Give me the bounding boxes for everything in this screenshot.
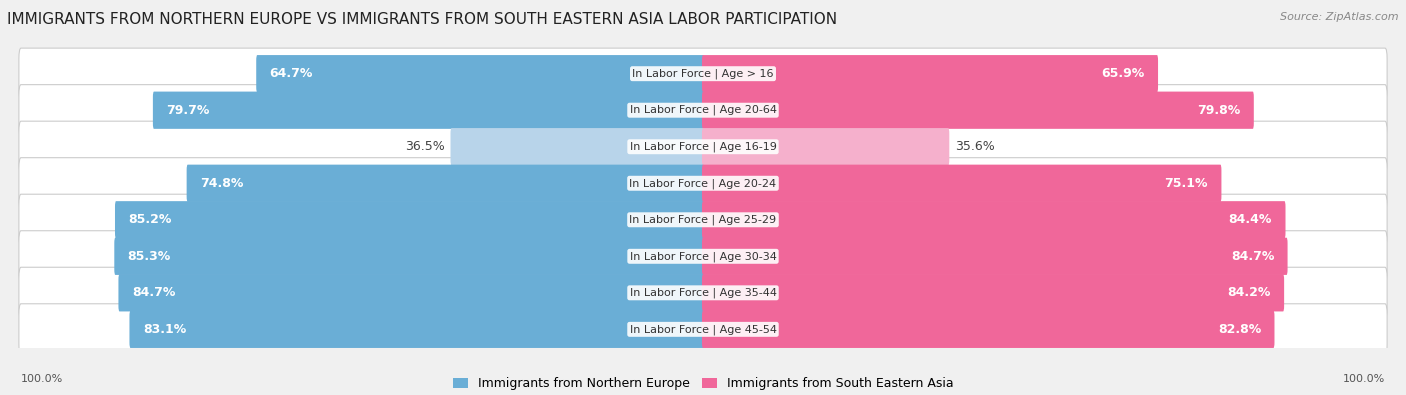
Text: Source: ZipAtlas.com: Source: ZipAtlas.com — [1281, 12, 1399, 22]
FancyBboxPatch shape — [115, 201, 704, 239]
FancyBboxPatch shape — [187, 165, 704, 202]
Text: In Labor Force | Age 16-19: In Labor Force | Age 16-19 — [630, 141, 776, 152]
Text: 64.7%: 64.7% — [270, 67, 314, 80]
Text: In Labor Force | Age 25-29: In Labor Force | Age 25-29 — [630, 214, 776, 225]
Text: 84.2%: 84.2% — [1227, 286, 1271, 299]
FancyBboxPatch shape — [153, 92, 704, 129]
Text: 82.8%: 82.8% — [1218, 323, 1261, 336]
FancyBboxPatch shape — [702, 274, 1284, 311]
FancyBboxPatch shape — [114, 238, 704, 275]
FancyBboxPatch shape — [18, 158, 1388, 209]
FancyBboxPatch shape — [129, 311, 704, 348]
Text: 65.9%: 65.9% — [1101, 67, 1144, 80]
Text: 74.8%: 74.8% — [200, 177, 243, 190]
Text: 75.1%: 75.1% — [1164, 177, 1208, 190]
FancyBboxPatch shape — [702, 92, 1254, 129]
FancyBboxPatch shape — [118, 274, 704, 311]
FancyBboxPatch shape — [18, 48, 1388, 99]
FancyBboxPatch shape — [702, 201, 1285, 239]
Text: In Labor Force | Age 35-44: In Labor Force | Age 35-44 — [630, 288, 776, 298]
FancyBboxPatch shape — [450, 128, 704, 166]
Text: 100.0%: 100.0% — [1343, 374, 1385, 384]
FancyBboxPatch shape — [18, 267, 1388, 318]
FancyBboxPatch shape — [18, 85, 1388, 136]
Text: 83.1%: 83.1% — [143, 323, 186, 336]
Text: 84.4%: 84.4% — [1229, 213, 1272, 226]
FancyBboxPatch shape — [18, 231, 1388, 282]
FancyBboxPatch shape — [702, 55, 1159, 92]
Text: IMMIGRANTS FROM NORTHERN EUROPE VS IMMIGRANTS FROM SOUTH EASTERN ASIA LABOR PART: IMMIGRANTS FROM NORTHERN EUROPE VS IMMIG… — [7, 12, 837, 27]
FancyBboxPatch shape — [18, 304, 1388, 355]
Text: 85.3%: 85.3% — [128, 250, 172, 263]
Legend: Immigrants from Northern Europe, Immigrants from South Eastern Asia: Immigrants from Northern Europe, Immigra… — [447, 372, 959, 395]
FancyBboxPatch shape — [702, 128, 949, 166]
Text: 79.7%: 79.7% — [166, 104, 209, 117]
FancyBboxPatch shape — [18, 121, 1388, 172]
Text: In Labor Force | Age 20-64: In Labor Force | Age 20-64 — [630, 105, 776, 115]
Text: In Labor Force | Age > 16: In Labor Force | Age > 16 — [633, 68, 773, 79]
Text: 35.6%: 35.6% — [955, 140, 995, 153]
Text: In Labor Force | Age 20-24: In Labor Force | Age 20-24 — [630, 178, 776, 188]
FancyBboxPatch shape — [18, 194, 1388, 245]
Text: In Labor Force | Age 45-54: In Labor Force | Age 45-54 — [630, 324, 776, 335]
FancyBboxPatch shape — [702, 165, 1222, 202]
Text: 84.7%: 84.7% — [1230, 250, 1274, 263]
Text: 85.2%: 85.2% — [128, 213, 172, 226]
Text: In Labor Force | Age 30-34: In Labor Force | Age 30-34 — [630, 251, 776, 261]
FancyBboxPatch shape — [256, 55, 704, 92]
Text: 100.0%: 100.0% — [21, 374, 63, 384]
Text: 84.7%: 84.7% — [132, 286, 176, 299]
Text: 36.5%: 36.5% — [405, 140, 444, 153]
FancyBboxPatch shape — [702, 311, 1274, 348]
FancyBboxPatch shape — [702, 238, 1288, 275]
Text: 79.8%: 79.8% — [1197, 104, 1240, 117]
